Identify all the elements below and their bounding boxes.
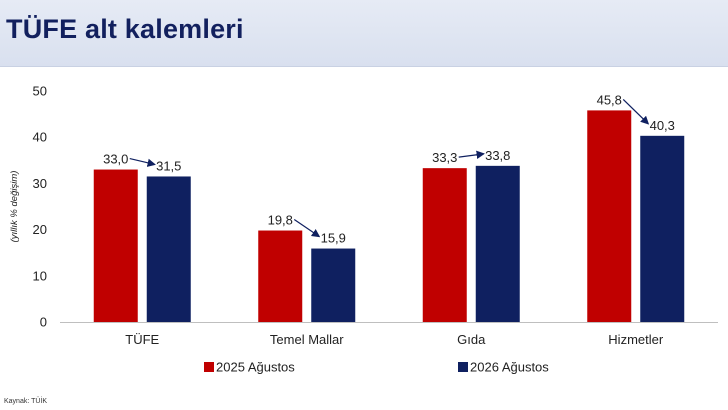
source-note: Kaynak: TÜİK: [4, 398, 48, 405]
bar-series2: [475, 165, 520, 322]
legend-label: 2026 Ağustos: [470, 360, 549, 375]
data-label: 33,8: [485, 148, 510, 163]
change-arrow: [622, 98, 650, 125]
data-label: 15,9: [321, 231, 346, 246]
y-axis-label: (yıllık % değişim): [9, 171, 20, 243]
bar-series1: [587, 110, 632, 323]
legend-swatch: [204, 362, 214, 372]
data-label: 33,3: [432, 150, 457, 165]
change-arrow: [293, 219, 321, 238]
legend-label: 2025 Ağustos: [216, 360, 295, 375]
data-label: 19,8: [268, 213, 293, 228]
data-label: 31,5: [156, 158, 181, 173]
y-tick-label: 10: [33, 268, 47, 283]
y-tick-label: 40: [33, 130, 47, 145]
x-category-label: Gıda: [457, 332, 486, 347]
y-tick-label: 50: [33, 84, 47, 99]
y-tick-label: 30: [33, 176, 47, 191]
change-arrow: [458, 150, 485, 159]
bar-series1: [258, 230, 303, 322]
y-tick-label: 0: [40, 315, 47, 330]
x-category-label: TÜFE: [125, 332, 159, 347]
header-bar: TÜFE alt kalemleri: [0, 0, 728, 67]
bar-series2: [640, 135, 685, 322]
x-category-label: Hizmetler: [608, 332, 664, 347]
data-label: 45,8: [597, 92, 622, 107]
x-category-label: Temel Mallar: [270, 332, 344, 347]
bar-series2: [311, 248, 356, 322]
bar-series1: [422, 168, 467, 322]
legend-swatch: [458, 362, 468, 372]
y-tick-label: 20: [33, 222, 47, 237]
page-title: TÜFE alt kalemleri: [6, 14, 244, 44]
data-label: 40,3: [650, 118, 675, 133]
change-arrow: [129, 157, 156, 167]
data-label: 33,0: [103, 152, 128, 167]
bar-series2: [146, 176, 191, 322]
bar-series1: [93, 169, 138, 322]
